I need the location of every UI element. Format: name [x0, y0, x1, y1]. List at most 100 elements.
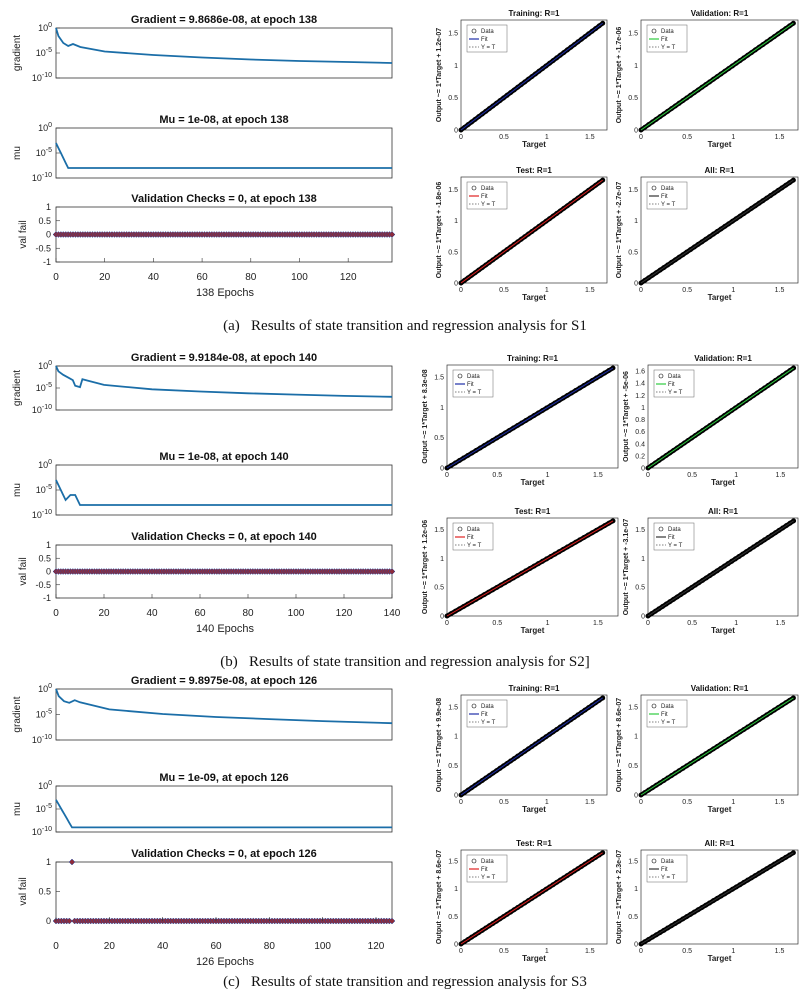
- data-point: [645, 613, 651, 619]
- data-point: [718, 893, 724, 899]
- data-point: [684, 249, 690, 255]
- data-point: [670, 448, 676, 454]
- data-point: [700, 577, 706, 583]
- data-point: [490, 257, 496, 263]
- data-point: [756, 717, 762, 723]
- data-point: [775, 31, 781, 37]
- data-point: [764, 39, 770, 45]
- y-tick-label: 1.5: [448, 30, 458, 37]
- data-point: [772, 530, 778, 536]
- state-panel-2: Mu = 1e-09, at epoch 126 mu 100 10-5 10-10: [12, 772, 393, 837]
- data-point: [754, 390, 760, 396]
- data-point: [479, 265, 485, 271]
- data-point: [515, 239, 521, 245]
- plot-frame: [55, 861, 393, 922]
- data-point: [550, 882, 556, 888]
- data-point: [691, 758, 697, 764]
- data-point: [791, 518, 797, 524]
- data-point: [502, 430, 508, 436]
- series-line: [55, 479, 392, 506]
- data-point: [764, 866, 770, 872]
- val-point: [388, 231, 396, 238]
- data-point: [506, 577, 512, 583]
- y-tick-label: 0.4: [635, 441, 645, 448]
- data-point: [593, 854, 599, 860]
- data-point: [593, 700, 599, 706]
- data-point: [737, 58, 743, 64]
- data-point: [536, 739, 542, 745]
- data-point: [543, 63, 549, 69]
- x-tick-label: 0: [459, 134, 463, 141]
- y-tick-label: 10-10: [32, 172, 52, 183]
- data-point: [593, 26, 599, 32]
- data-point: [539, 889, 545, 895]
- y-tick-label: 10-10: [32, 509, 52, 520]
- y-tick-label: 0.5: [448, 914, 458, 921]
- x-tick-label: 1.5: [775, 799, 785, 806]
- data-point: [756, 870, 762, 876]
- data-point: [508, 909, 514, 915]
- legend-data-label: Data: [668, 374, 681, 380]
- fit-line: [460, 22, 604, 131]
- regression-panel-1: Training: R=1 Output ~= 1*Target + 8.3e-0…: [422, 354, 619, 487]
- data-point: [649, 119, 655, 125]
- data-point: [691, 909, 697, 915]
- data-point: [486, 259, 492, 265]
- legend: Data Fit Y = T: [653, 522, 695, 551]
- data-point: [539, 736, 545, 742]
- x-axis-label: Target: [708, 805, 732, 814]
- legend-fit-label: Fit: [481, 712, 488, 718]
- x-axis-label: Target: [521, 478, 545, 487]
- data-point: [481, 443, 487, 449]
- data-point: [476, 114, 482, 120]
- x-tick-label: 1.5: [585, 287, 595, 294]
- data-point: [737, 882, 743, 888]
- data-point: [741, 211, 747, 217]
- data-point: [490, 103, 496, 109]
- panel-title: Gradient = 9.9184e-08, at epoch 140: [131, 352, 317, 364]
- data-point: [575, 195, 581, 201]
- data-point: [642, 277, 648, 283]
- legend-data-marker: [651, 858, 657, 864]
- x-tick-label: 0.5: [499, 134, 509, 141]
- data-point: [547, 216, 553, 222]
- plot-frame: [55, 365, 393, 411]
- data-point: [506, 428, 512, 434]
- data-point: [573, 388, 579, 394]
- data-point: [758, 539, 764, 545]
- y-axis-label: Output ~= 1*Target + 2.3e-07: [616, 850, 623, 944]
- panel-title: Validation: R=1: [691, 684, 749, 693]
- data-point: [791, 365, 797, 371]
- data-point: [661, 265, 667, 271]
- data-point: [761, 537, 767, 543]
- data-point: [695, 907, 701, 913]
- data-point: [477, 445, 483, 451]
- data-point: [703, 902, 709, 908]
- data-point: [469, 119, 475, 125]
- legend-data-label: Data: [481, 186, 494, 192]
- data-point: [462, 939, 468, 945]
- data-point: [695, 87, 701, 93]
- data-point: [571, 714, 577, 720]
- data-point: [754, 542, 760, 548]
- y-tick-label: 10-10: [32, 404, 52, 415]
- data-point: [691, 244, 697, 250]
- y-axis-label: val fail: [18, 877, 29, 905]
- y-axis-label: Output ~= 1*Target + 8.3e-08: [422, 369, 429, 463]
- data-point: [676, 918, 682, 924]
- data-point: [552, 551, 558, 557]
- data-point: [649, 272, 655, 278]
- y-tick-label: 1.2: [635, 393, 645, 400]
- data-point: [523, 418, 529, 424]
- data-point: [561, 205, 567, 211]
- data-point: [668, 923, 674, 929]
- fit-line: [647, 367, 794, 469]
- x-tick-label: 20: [99, 272, 111, 283]
- x-tick-label: 1.5: [775, 472, 785, 479]
- regression-panel-3: Test: R=1 Output ~= 1*Target + 8.6e-07 Tar…: [436, 839, 608, 963]
- data-point: [748, 722, 754, 728]
- data-point: [736, 554, 742, 560]
- data-point: [765, 383, 771, 389]
- data-point: [638, 127, 644, 133]
- data-point: [554, 55, 560, 61]
